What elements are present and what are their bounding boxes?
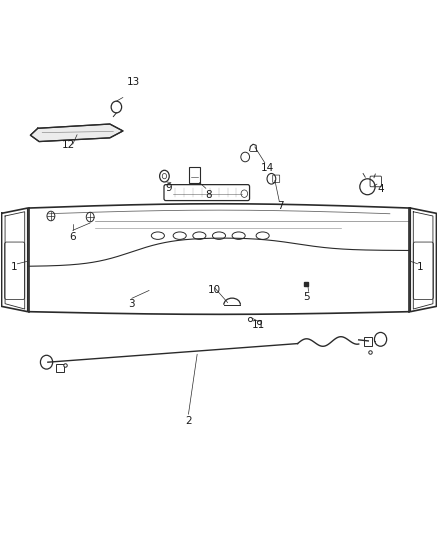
Text: 6: 6 (69, 232, 76, 243)
Text: 9: 9 (166, 183, 172, 193)
Text: 1: 1 (417, 262, 423, 271)
Text: 4: 4 (377, 184, 384, 195)
Text: 1: 1 (11, 262, 17, 271)
Text: 3: 3 (128, 298, 135, 309)
Text: 2: 2 (185, 416, 192, 426)
Text: 11: 11 (252, 320, 265, 330)
Text: 13: 13 (127, 77, 141, 87)
Text: 14: 14 (261, 163, 274, 173)
Text: 7: 7 (277, 201, 283, 212)
Polygon shape (30, 124, 123, 142)
Text: 5: 5 (303, 292, 310, 302)
Text: 10: 10 (208, 286, 221, 295)
Text: 12: 12 (62, 140, 75, 150)
Text: 8: 8 (205, 190, 212, 200)
